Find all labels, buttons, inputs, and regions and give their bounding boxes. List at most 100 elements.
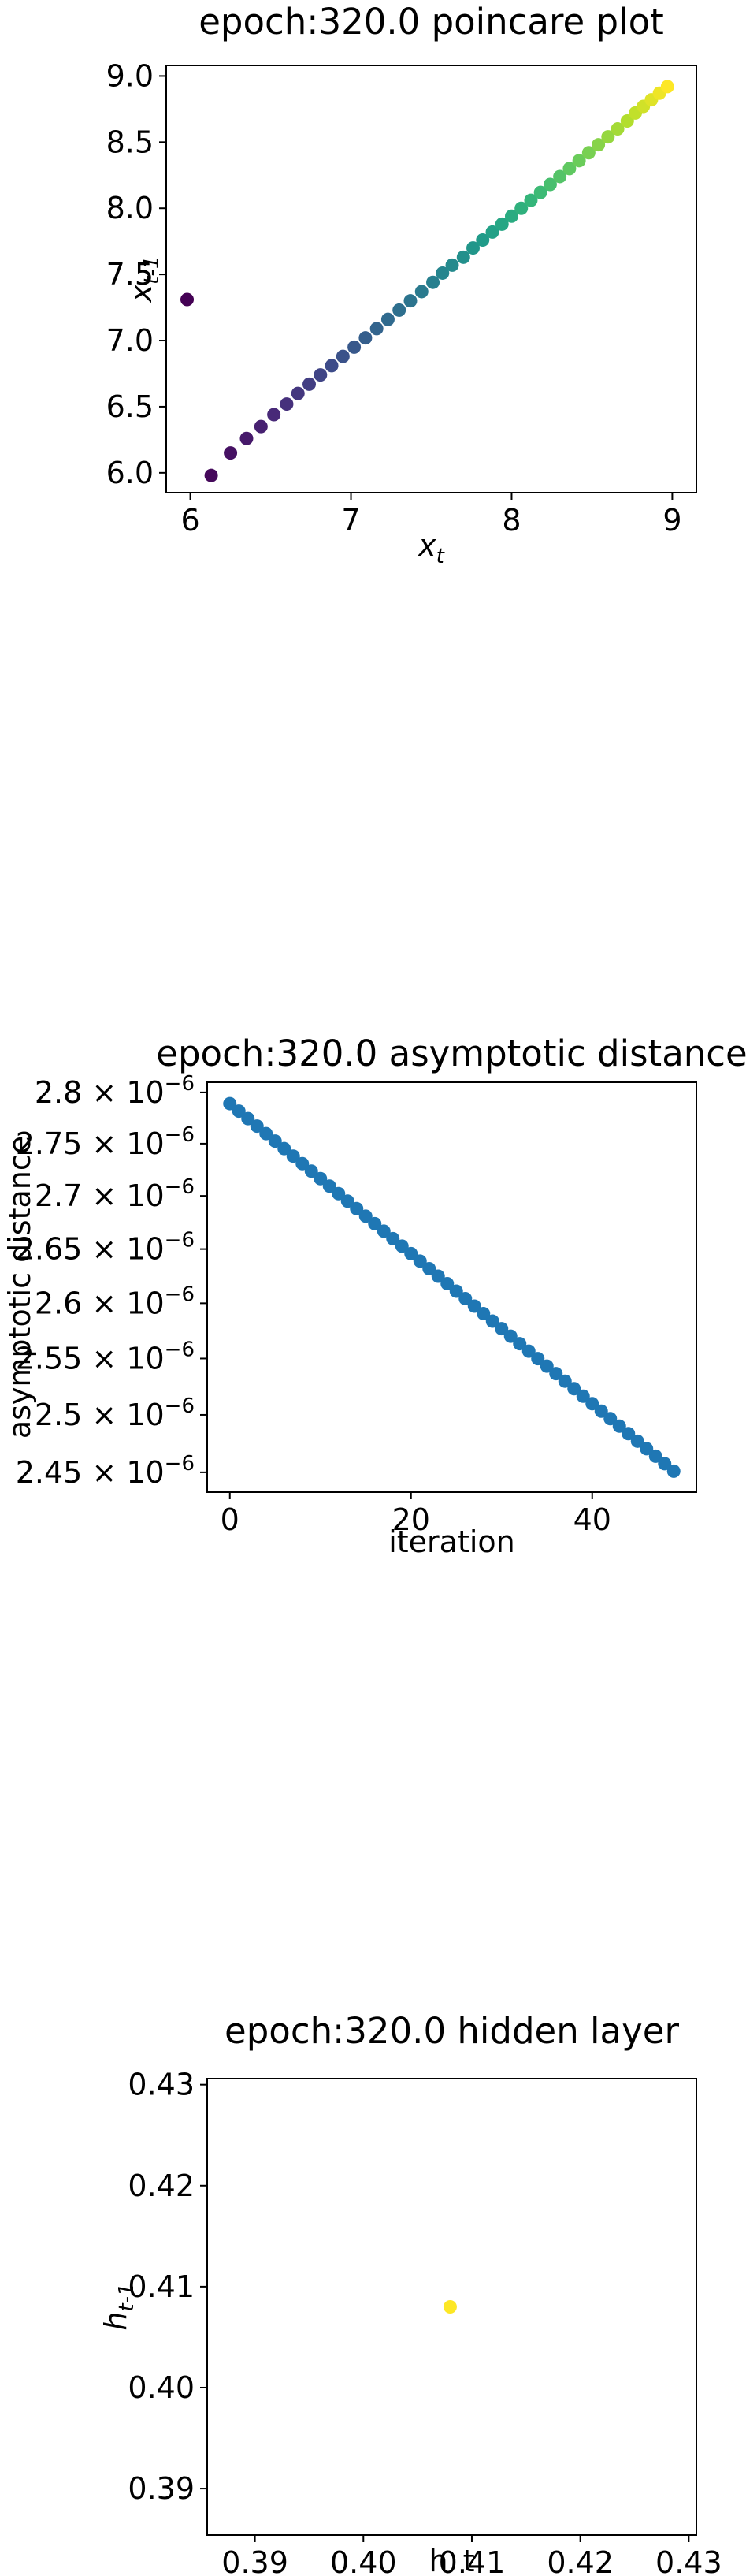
plot-frame (165, 65, 697, 493)
y-tick-label: 2.65 × 10−6 (16, 1229, 195, 1267)
data-point (413, 1254, 427, 1268)
data-point (611, 122, 625, 136)
data-point (567, 1382, 581, 1396)
data-point (513, 1337, 527, 1351)
x-tick-label: 0.42 (547, 2545, 614, 2576)
data-point (395, 1239, 409, 1253)
data-point (553, 169, 567, 184)
data-point (268, 1134, 282, 1148)
data-point (350, 1201, 364, 1215)
chart-3: epoch:320.0 hidden layer 0.39 0.40 0.41 0.42… (98, 2010, 722, 2576)
data-point (223, 1096, 237, 1111)
y-tick-label: 0.40 (128, 2370, 195, 2405)
data-point (477, 1307, 491, 1321)
data-point (612, 1419, 626, 1433)
y-tick-label: 7.0 (106, 323, 154, 358)
data-point (594, 1404, 608, 1418)
data-point (581, 146, 596, 160)
data-point (440, 1276, 455, 1290)
data-point (239, 431, 254, 445)
data-point (325, 359, 339, 373)
chart-title: epoch:320.0 hidden layer (225, 2010, 679, 2052)
y-tick-label: 6.0 (106, 456, 154, 490)
data-point (456, 250, 470, 264)
data-point (495, 217, 509, 231)
plot-frame (206, 2078, 697, 2536)
data-point (562, 162, 577, 176)
x-tick-label: 40 (573, 1502, 611, 1537)
y-tick-label: 2.55 × 10−6 (16, 1338, 195, 1375)
data-point (368, 1216, 382, 1230)
chart-title: epoch:320.0 asymptotic distance (156, 1033, 746, 1074)
data-point (232, 1104, 246, 1119)
data-point (603, 1412, 618, 1426)
data-point (380, 312, 395, 326)
x-tick-label: 0.39 (221, 2545, 288, 2576)
data-point (576, 1389, 590, 1403)
data-point (347, 340, 362, 354)
data-point (443, 2300, 457, 2314)
y-tick-label: 2.6 × 10−6 (35, 1282, 195, 1320)
y-tick-label: 0.43 (128, 2068, 195, 2102)
data-point (386, 1231, 400, 1245)
data-point (503, 1329, 518, 1343)
data-point (666, 1464, 681, 1478)
data-point (204, 468, 218, 482)
data-point (403, 294, 418, 308)
y-tick-label: 0.42 (128, 2168, 195, 2203)
data-point (540, 1359, 554, 1373)
y-tick-label: 7.5 (106, 257, 154, 292)
y-tick-label: 2.8 × 10−6 (35, 1072, 195, 1110)
data-point (648, 1449, 662, 1463)
data-point (358, 1209, 373, 1223)
data-point (295, 1156, 310, 1171)
chart-1: epoch:320.0 poincare plot 6.0 6.5 7.0 7.5 8.0… (106, 1, 697, 568)
y-tick-label: 8.0 (106, 191, 154, 225)
plot-frame (206, 1081, 697, 1493)
data-point (572, 154, 586, 168)
x-axis-label: xt (418, 528, 445, 568)
data-point (658, 1457, 672, 1471)
x-tick-label: 7 (341, 503, 360, 538)
data-point (267, 408, 281, 422)
x-tick-label: 0.40 (330, 2545, 397, 2576)
data-point (254, 419, 268, 434)
data-point (592, 138, 606, 152)
data-point (449, 1284, 463, 1298)
data-point (521, 1344, 536, 1358)
y-axis-label: ht-1 (98, 2283, 139, 2330)
x-tick-label: 9 (662, 503, 681, 538)
data-point (504, 209, 518, 223)
data-point (426, 275, 440, 289)
data-point (277, 1141, 291, 1156)
data-point (531, 1352, 545, 1366)
data-point (336, 349, 350, 363)
x-tick-label: 0 (221, 1502, 239, 1537)
data-point (476, 233, 490, 247)
y-tick-label: 0.39 (128, 2471, 195, 2506)
y-tick-label: 0.41 (128, 2269, 195, 2304)
data-point (601, 130, 615, 144)
data-point (369, 322, 384, 336)
data-point (585, 1397, 599, 1411)
y-tick-label: 2.5 × 10−6 (35, 1394, 195, 1432)
data-point (314, 368, 328, 382)
y-tick-label: 6.5 (106, 389, 154, 424)
chart-title: epoch:320.0 poincare plot (199, 1, 664, 43)
data-point (485, 1314, 499, 1328)
data-point (558, 1374, 572, 1388)
data-point (445, 258, 459, 272)
data-point (524, 193, 538, 207)
y-tick-label: 2.7 × 10−6 (35, 1175, 195, 1213)
data-point (340, 1194, 354, 1208)
data-point (467, 1299, 481, 1313)
data-point (302, 377, 317, 391)
data-point (404, 1246, 418, 1260)
data-point (392, 303, 406, 317)
data-point (322, 1179, 336, 1193)
y-tick-label: 8.5 (106, 125, 154, 159)
data-point (466, 241, 481, 255)
data-point (280, 397, 294, 411)
data-point (543, 177, 557, 192)
data-point (250, 1119, 264, 1134)
